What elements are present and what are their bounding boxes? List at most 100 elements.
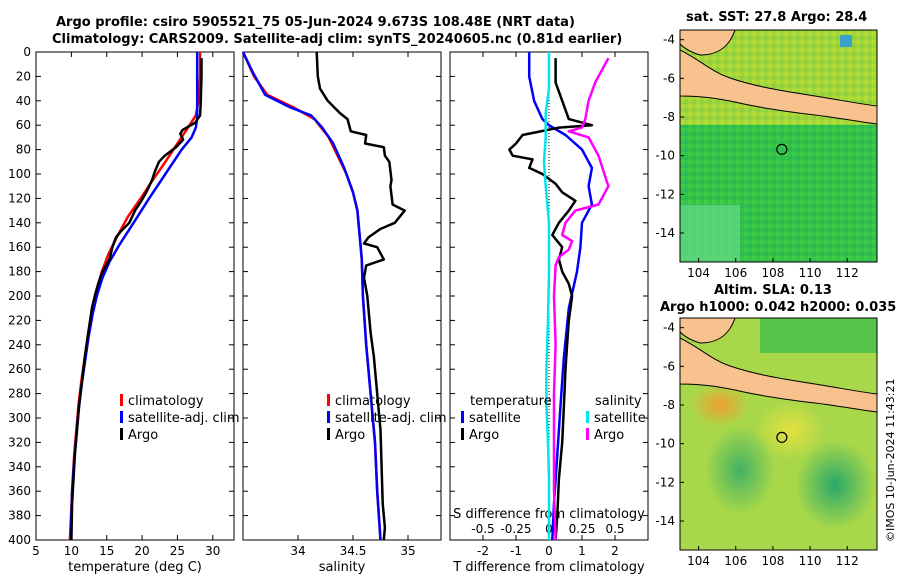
sst-map	[679, 29, 878, 263]
legend-label: satellite	[594, 411, 646, 426]
y-tick-label: 240	[8, 338, 31, 352]
x-tick-label: 35	[400, 544, 415, 558]
title-line-2: Climatology: CARS2009. Satellite-adj cli…	[52, 32, 623, 47]
map-y-tick-label: -14	[655, 226, 675, 240]
y-tick-label: 300	[8, 411, 31, 425]
map-x-tick-label: 108	[761, 266, 784, 280]
y-tick-label: 180	[8, 265, 31, 279]
x-tick-label: 1	[578, 544, 586, 558]
map-x-tick-label: 106	[724, 266, 747, 280]
sla-high-eddy	[690, 383, 750, 427]
legend-label: Argo	[469, 428, 499, 443]
sla-north-band	[760, 318, 877, 353]
y-tick-label: 40	[16, 94, 31, 108]
y-tick-label: 140	[8, 216, 31, 230]
legend-swatch	[586, 428, 589, 440]
x-axis-label: T difference from climatology	[452, 560, 645, 575]
salinity-axes	[242, 51, 442, 541]
legend-swatch	[461, 428, 464, 440]
series-line-s-satellite	[542, 52, 551, 540]
sla-low-eddy	[795, 440, 875, 530]
y-tick-label: 160	[8, 240, 31, 254]
y-tick-label: 380	[8, 509, 31, 523]
legend-swatch	[327, 394, 330, 406]
y-tick-label: 120	[8, 191, 31, 205]
x-tick-label: 0	[545, 544, 553, 558]
sla-map-title-line-1: Altim. SLA: 0.13	[714, 283, 832, 298]
s-x-tick-label: -0.25	[500, 522, 531, 536]
legend-label: climatology	[128, 394, 204, 409]
legend-swatch	[327, 428, 330, 440]
legend-header-temperature: temperature	[470, 394, 552, 409]
title-line-1: Argo profile: csiro 5905521_75 05-Jun-20…	[56, 15, 575, 30]
map-x-tick-label: 108	[761, 554, 784, 568]
sst-map-title: sat. SST: 27.8 Argo: 28.4	[686, 10, 868, 25]
sla-java-island	[680, 337, 877, 413]
y-tick-label: 220	[8, 313, 31, 327]
map-y-tick-label: -4	[663, 321, 675, 335]
sst-java-island	[680, 49, 877, 125]
y-tick-label: 400	[8, 533, 31, 547]
x-tick-label: 34.5	[340, 544, 367, 558]
map-x-tick-label: 106	[724, 554, 747, 568]
legend-label: climatology	[335, 394, 411, 409]
y-tick-label: 200	[8, 289, 31, 303]
sst-cool-patch	[840, 35, 852, 47]
series-line-t-argo	[508, 58, 594, 541]
x-tick-label: 2	[611, 544, 619, 558]
s-x-tick-label: 0.25	[569, 522, 596, 536]
legend-swatch	[327, 411, 330, 423]
x-tick-label: 25	[170, 544, 185, 558]
sla-map-title-line-2: Argo h1000: 0.042 h2000: 0.035	[660, 300, 897, 315]
map-y-tick-label: -10	[655, 149, 675, 163]
legend-label: Argo	[335, 428, 365, 443]
legend-swatch	[120, 428, 123, 440]
sst-sumatra	[680, 30, 736, 56]
y-tick-label: 360	[8, 484, 31, 498]
y-tick-label: 0	[23, 45, 31, 59]
map-y-tick-label: -8	[663, 398, 675, 412]
map-y-tick-label: -14	[655, 514, 675, 528]
map-x-tick-label: 104	[687, 554, 710, 568]
temperature-axes	[35, 51, 235, 541]
argo-location-marker	[776, 431, 788, 443]
map-y-tick-label: -4	[663, 33, 675, 47]
y-tick-label: 260	[8, 362, 31, 376]
s-x-tick-label: 0.5	[605, 522, 624, 536]
map-x-tick-label: 110	[799, 266, 822, 280]
map-y-tick-label: -12	[655, 475, 675, 489]
sla-high-eddy-2	[755, 400, 825, 460]
y-tick-label: 100	[8, 167, 31, 181]
map-y-tick-label: -10	[655, 437, 675, 451]
map-x-tick-label: 112	[836, 266, 859, 280]
argo-location-marker	[776, 143, 788, 155]
legend-swatch	[461, 411, 464, 423]
series-line-argo	[315, 51, 406, 541]
map-y-tick-label: -6	[663, 71, 675, 85]
x-tick-label: 20	[134, 544, 149, 558]
y-tick-label: 340	[8, 460, 31, 474]
s-x-tick-label: -0.5	[471, 522, 494, 536]
y-tick-label: 320	[8, 435, 31, 449]
legend-label: satellite	[469, 411, 521, 426]
series-line-climatology	[68, 52, 202, 541]
map-y-tick-label: -8	[663, 110, 675, 124]
legend-swatch	[586, 411, 589, 423]
series-line-satellite-adj-clim	[69, 52, 199, 541]
x-tick-label: 15	[99, 544, 114, 558]
imos-credit: ©IMOS 10-Jun-2024 11:43:21	[884, 378, 897, 542]
sla-map	[679, 317, 878, 551]
map-x-tick-label: 104	[687, 266, 710, 280]
series-line-satellite-adj-clim	[241, 51, 382, 541]
legend-header-salinity: salinity	[595, 394, 642, 409]
map-x-tick-label: 110	[799, 554, 822, 568]
series-line-climatology	[241, 51, 382, 541]
map-y-tick-label: -12	[655, 187, 675, 201]
x-tick-label: -1	[510, 544, 522, 558]
series-line-argo	[70, 58, 203, 541]
x-axis-label: temperature (deg C)	[68, 560, 202, 575]
legend-swatch	[120, 411, 123, 423]
sla-sumatra	[680, 318, 736, 344]
y-tick-label: 80	[16, 143, 31, 157]
